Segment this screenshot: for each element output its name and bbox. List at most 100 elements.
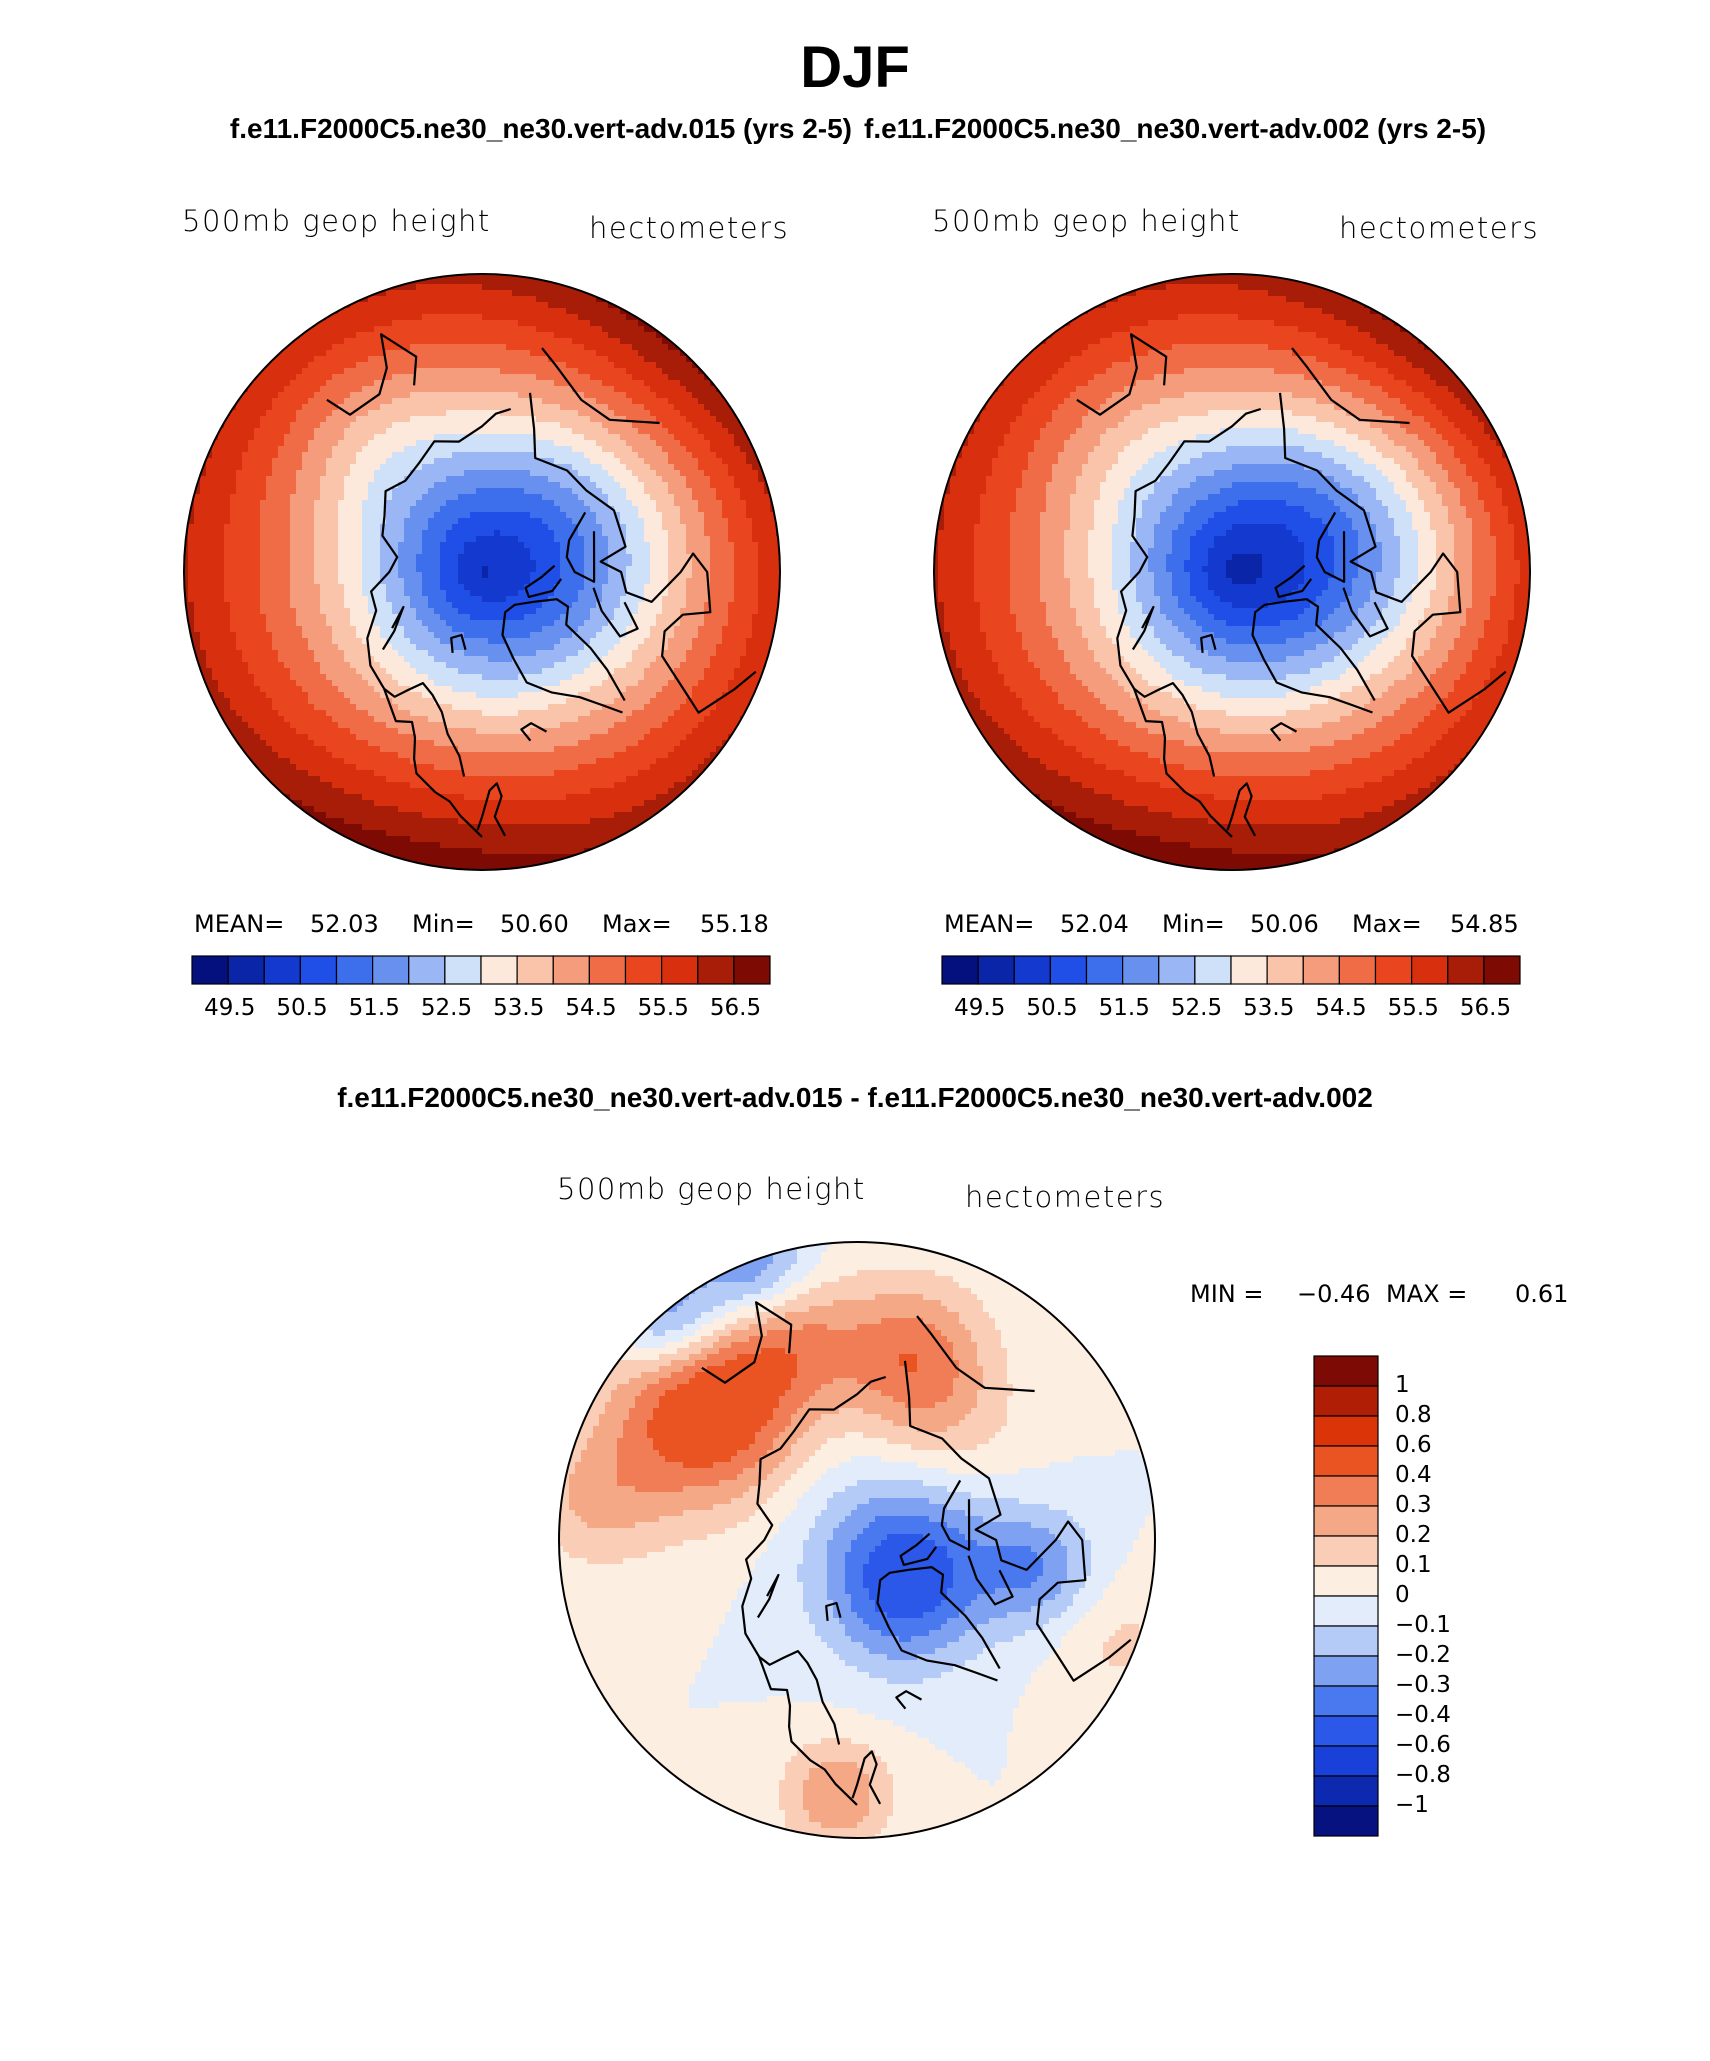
colorbar-swatch <box>1313 1775 1379 1807</box>
colorbar-tick-label: −0.3 <box>1395 1672 1451 1698</box>
colorbar-tick-label: 51.5 <box>1099 995 1150 1021</box>
colorbar-swatch <box>977 955 1015 985</box>
colorbar-tick-label: 0.2 <box>1395 1522 1432 1548</box>
colorbar-swatch <box>1313 1685 1379 1717</box>
left-map-variable-label: 500mb geop height <box>182 204 491 238</box>
left-max-label: Max= <box>602 910 672 938</box>
colorbar-swatch <box>624 955 663 985</box>
colorbar-swatch <box>1483 955 1521 985</box>
colorbar-swatch <box>1313 1715 1379 1747</box>
colorbar-tick-label: 50.5 <box>276 995 327 1021</box>
colorbar-swatch <box>1447 955 1485 985</box>
right-map-variable-label: 500mb geop height <box>932 204 1241 238</box>
right-min-value: 50.06 <box>1250 910 1319 938</box>
diff-colorbar <box>1313 1355 1379 1837</box>
colorbar-swatch <box>263 955 301 985</box>
left-mean-label: MEAN= <box>194 910 284 938</box>
coastlines <box>1076 333 1507 838</box>
colorbar-swatch <box>1313 1505 1379 1537</box>
colorbar-swatch <box>1266 955 1304 985</box>
colorbar-tick-label: 56.5 <box>1460 995 1511 1021</box>
colorbar-tick-label: 0.3 <box>1395 1492 1432 1518</box>
colorbar-swatch <box>697 955 735 985</box>
colorbar-swatch <box>372 955 410 985</box>
colorbar-tick-label: −0.2 <box>1395 1642 1451 1668</box>
diff-map-variable-label: 500mb geop height <box>557 1172 866 1206</box>
colorbar-swatch <box>227 955 265 985</box>
colorbar-swatch <box>1313 1805 1379 1837</box>
difference-polar-map <box>558 1241 1156 1839</box>
colorbar-swatch <box>191 955 229 985</box>
right-case-title: f.e11.F2000C5.ne30_ne30.vert-adv.002 (yr… <box>864 113 1486 145</box>
colorbar-swatch <box>1338 955 1377 985</box>
page-title: DJF <box>0 34 1710 101</box>
colorbar-swatch <box>1313 1415 1379 1447</box>
colorbar-tick-label: 54.5 <box>1315 995 1366 1021</box>
left-case-title: f.e11.F2000C5.ne30_ne30.vert-adv.015 (yr… <box>0 113 852 145</box>
contour-fill-layer <box>184 274 780 870</box>
colorbar-swatch <box>1194 955 1232 985</box>
left-colorbar <box>191 955 771 985</box>
colorbar-tick-label: 53.5 <box>1243 995 1294 1021</box>
colorbar-swatch <box>335 955 374 985</box>
map-boundary <box>933 273 1531 871</box>
colorbar-swatch <box>1313 1535 1379 1567</box>
left-max-value: 55.18 <box>700 910 769 938</box>
colorbar-tick-label: −0.8 <box>1395 1762 1451 1788</box>
colorbar-swatch <box>444 955 482 985</box>
left-mean-value: 52.03 <box>310 910 379 938</box>
colorbar-tick-label: 0.8 <box>1395 1402 1432 1428</box>
colorbar-swatch <box>1313 1745 1379 1777</box>
colorbar-tick-label: −1 <box>1395 1792 1429 1818</box>
left-min-value: 50.60 <box>500 910 569 938</box>
colorbar-swatch <box>941 955 979 985</box>
diff-max-value: 0.61 <box>1515 1280 1568 1308</box>
colorbar-swatch <box>1313 1475 1379 1507</box>
map-boundary <box>558 1241 1156 1839</box>
right-polar-map <box>933 273 1531 871</box>
colorbar-swatch <box>1313 1655 1379 1687</box>
colorbar-tick-label: 51.5 <box>349 995 400 1021</box>
colorbar-swatch <box>1313 1595 1379 1627</box>
colorbar-swatch <box>1085 955 1124 985</box>
colorbar-tick-label: 49.5 <box>204 995 255 1021</box>
left-map-units-label: hectometers <box>589 211 789 245</box>
colorbar-swatch <box>1122 955 1160 985</box>
colorbar-tick-label: −0.1 <box>1395 1612 1451 1638</box>
left-min-label: Min= <box>412 910 475 938</box>
colorbar-swatch <box>480 955 518 985</box>
diff-title: f.e11.F2000C5.ne30_ne30.vert-adv.015 - f… <box>0 1082 1710 1114</box>
diff-min-value: −0.46 <box>1297 1280 1371 1308</box>
colorbar-swatch <box>1313 1625 1379 1657</box>
diff-map-units-label: hectometers <box>965 1180 1165 1214</box>
right-mean-value: 52.04 <box>1060 910 1129 938</box>
colorbar-tick-label: −0.6 <box>1395 1732 1451 1758</box>
right-min-label: Min= <box>1162 910 1225 938</box>
right-max-label: Max= <box>1352 910 1422 938</box>
colorbar-tick-label: 53.5 <box>493 995 544 1021</box>
right-colorbar <box>941 955 1521 985</box>
colorbar-tick-label: 49.5 <box>954 995 1005 1021</box>
right-map-units-label: hectometers <box>1339 211 1539 245</box>
colorbar-tick-label: 56.5 <box>710 995 761 1021</box>
colorbar-swatch <box>1230 955 1268 985</box>
colorbar-swatch <box>1411 955 1449 985</box>
colorbar-tick-label: 0.1 <box>1395 1552 1432 1578</box>
colorbar-tick-label: 52.5 <box>1171 995 1222 1021</box>
colorbar-tick-label: 0.4 <box>1395 1462 1432 1488</box>
colorbar-swatch <box>733 955 771 985</box>
colorbar-swatch <box>1302 955 1340 985</box>
coastlines <box>326 333 757 838</box>
colorbar-tick-label: 54.5 <box>565 995 616 1021</box>
colorbar-swatch <box>588 955 627 985</box>
colorbar-swatch <box>1013 955 1051 985</box>
colorbar-tick-label: 55.5 <box>638 995 689 1021</box>
colorbar-swatch <box>299 955 338 985</box>
colorbar-swatch <box>1313 1565 1379 1597</box>
colorbar-tick-label: 55.5 <box>1388 995 1439 1021</box>
colorbar-tick-label: 52.5 <box>421 995 472 1021</box>
right-mean-label: MEAN= <box>944 910 1034 938</box>
colorbar-tick-label: 50.5 <box>1026 995 1077 1021</box>
coastlines <box>701 1301 1132 1806</box>
left-polar-map <box>183 273 781 871</box>
